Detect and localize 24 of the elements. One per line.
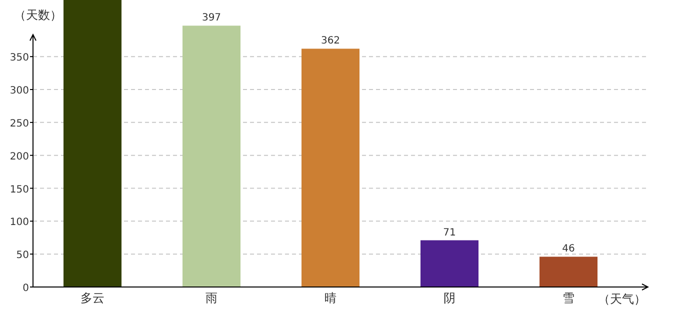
bar bbox=[302, 48, 360, 287]
y-axis-title: （天数） bbox=[14, 8, 62, 22]
x-axis-title: （天气） bbox=[598, 292, 646, 306]
x-tick-label: 阴 bbox=[444, 291, 456, 305]
data-label: 46 bbox=[562, 244, 575, 255]
data-label: 71 bbox=[443, 227, 456, 238]
x-tick-label: 雨 bbox=[206, 291, 218, 305]
bar bbox=[540, 256, 598, 287]
y-tick-label: 200 bbox=[10, 151, 29, 162]
y-tick-label: 100 bbox=[10, 217, 29, 228]
y-tick-label: 350 bbox=[10, 52, 29, 64]
y-tick-label: 0 bbox=[22, 283, 29, 294]
bar bbox=[182, 26, 240, 287]
y-tick-label: 150 bbox=[10, 184, 29, 196]
bar bbox=[64, 0, 122, 287]
bar bbox=[420, 240, 478, 287]
y-tick-label: 300 bbox=[10, 86, 29, 97]
data-label: 397 bbox=[202, 12, 222, 24]
data-label: 362 bbox=[320, 36, 340, 47]
x-tick-label: 雪 bbox=[562, 291, 574, 305]
y-tick-label: 50 bbox=[16, 250, 29, 262]
x-tick-label: 晴 bbox=[324, 291, 336, 305]
y-tick-label: 250 bbox=[10, 118, 29, 130]
x-tick-label: 多云 bbox=[80, 291, 104, 305]
